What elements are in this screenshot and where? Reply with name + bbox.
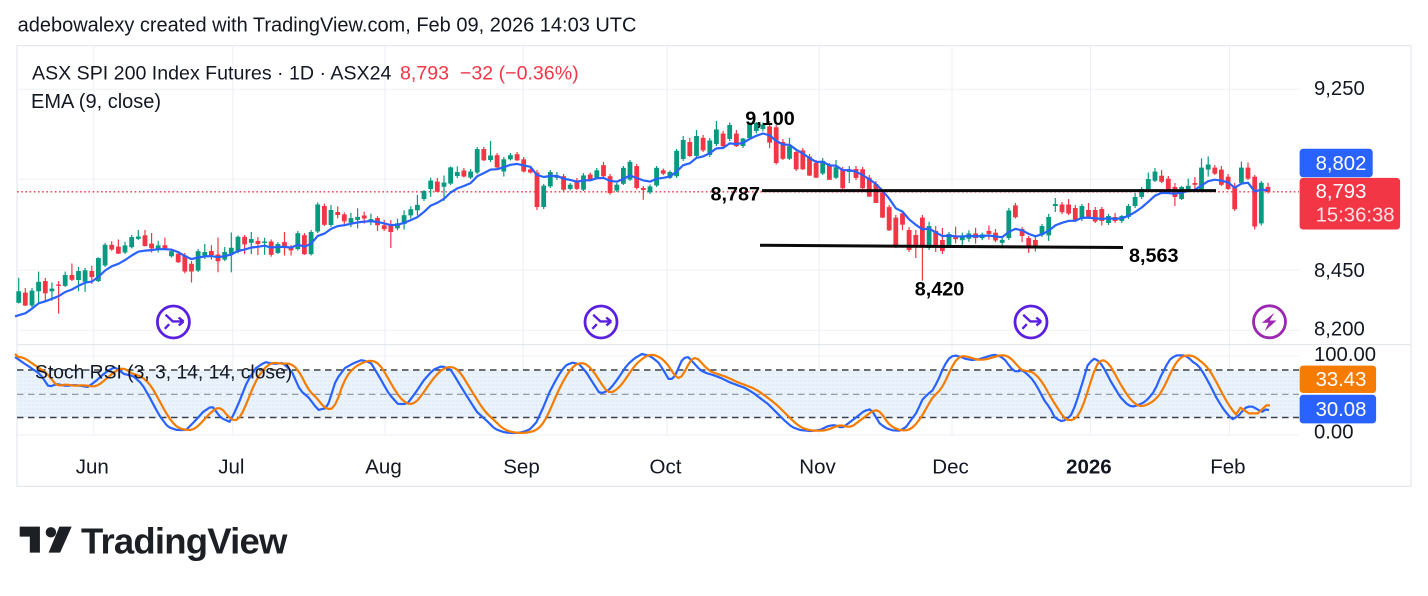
svg-text:8,793 −32 (−0.36%): 8,793 −32 (−0.36%) xyxy=(400,63,579,85)
svg-text:15:36:38: 15:36:38 xyxy=(1316,204,1395,226)
svg-text:8,420: 8,420 xyxy=(915,279,965,301)
svg-text:Feb: Feb xyxy=(1210,455,1245,478)
svg-text:Aug: Aug xyxy=(365,455,401,478)
svg-text:Jun: Jun xyxy=(76,455,109,478)
svg-text:30.08: 30.08 xyxy=(1316,399,1367,421)
svg-text:TradingView: TradingView xyxy=(81,521,288,562)
svg-text:adebowalexy created with Tradi: adebowalexy created with TradingView.com… xyxy=(18,15,637,37)
svg-text:8,563: 8,563 xyxy=(1129,245,1179,267)
svg-text:Nov: Nov xyxy=(799,455,836,478)
svg-text:33.43: 33.43 xyxy=(1316,369,1367,391)
svg-text:8,793: 8,793 xyxy=(1316,181,1367,203)
svg-text:8,802: 8,802 xyxy=(1316,153,1367,175)
svg-text:9,250: 9,250 xyxy=(1314,78,1365,100)
svg-text:100.00: 100.00 xyxy=(1314,344,1376,366)
svg-text:EMA (9, close): EMA (9, close) xyxy=(31,91,161,113)
svg-text:8,450: 8,450 xyxy=(1314,260,1365,282)
svg-text:Jul: Jul xyxy=(218,455,244,478)
svg-text:Oct: Oct xyxy=(650,455,682,478)
svg-text:2026: 2026 xyxy=(1066,455,1112,478)
svg-text:Dec: Dec xyxy=(932,455,968,478)
svg-text:0.00: 0.00 xyxy=(1314,422,1353,444)
svg-text:ASX SPI 200 Index Futures · 1D: ASX SPI 200 Index Futures · 1D · ASX24 xyxy=(32,63,392,85)
svg-text:8,787: 8,787 xyxy=(710,183,760,205)
svg-text:Sep: Sep xyxy=(503,455,539,478)
svg-text:9,100: 9,100 xyxy=(745,108,795,130)
svg-text:Stoch RSI (3, 3, 14, 14, close: Stoch RSI (3, 3, 14, 14, close) xyxy=(35,363,292,384)
svg-text:8,200: 8,200 xyxy=(1314,319,1365,341)
